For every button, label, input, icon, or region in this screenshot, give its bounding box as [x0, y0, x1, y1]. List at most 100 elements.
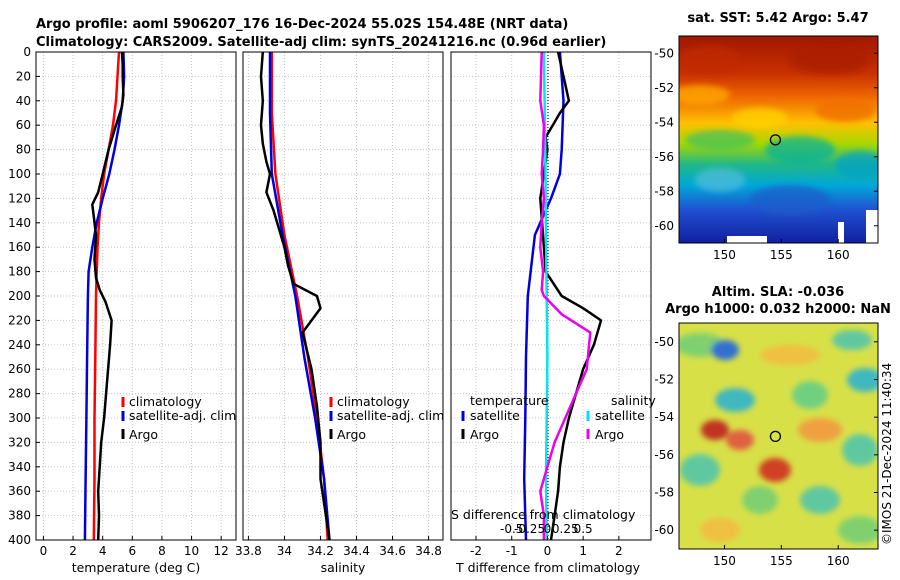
map-y-tick-label: -52 [654, 373, 674, 387]
series-line-t-argo [539, 52, 603, 540]
y-tick-label: 280 [8, 387, 31, 401]
legend-climatology-label: climatology [337, 394, 410, 409]
salinity-axes-frame [242, 51, 444, 541]
sst-map-ticks: 150 155 160 -50 -52 -54 -56 -58 -60 [654, 46, 878, 262]
legend-climatology-label: climatology [129, 394, 202, 409]
s-tick-label: 0 [544, 522, 552, 536]
series-line-t-satellite [522, 52, 565, 540]
x-tick-label: 12 [214, 544, 229, 558]
map-x-tick-label: 160 [827, 554, 850, 568]
x-tick-label: 2 [69, 544, 77, 558]
sla-map-ticks: 150 155 160 -50 -52 -54 -56 -58 -60 [654, 335, 878, 568]
map-y-tick-label: -58 [654, 486, 674, 500]
x-tick-label: 34.2 [307, 544, 334, 558]
y-tick-label: 40 [16, 94, 31, 108]
x-tick-label: -1 [506, 544, 518, 558]
legend-t-satellite-label: satellite [470, 408, 520, 423]
map-y-tick-label: -56 [654, 150, 674, 164]
salinity-lines [259, 52, 331, 540]
map-y-tick-label: -56 [654, 448, 674, 462]
x-tick-label: 34 [277, 544, 292, 558]
legend-argo-label: Argo [129, 427, 158, 442]
argo-location-marker [769, 430, 782, 443]
sst-field [679, 36, 878, 243]
sla-map-title-line2: Argo h1000: 0.032 h2000: NaN [665, 302, 891, 317]
x-tick-label: 1 [579, 544, 587, 558]
s-tick-label: -0.5 [500, 522, 523, 536]
series-line-climatology [92, 52, 121, 540]
y-tick-label: 60 [16, 118, 31, 132]
series-line-argo [259, 52, 331, 540]
map-y-tick-label: -50 [654, 46, 674, 60]
x-tick-label: 6 [128, 544, 136, 558]
map-x-tick-label: 155 [770, 554, 793, 568]
y-tick-label: 400 [8, 533, 31, 547]
sst-map-title: sat. SST: 5.42 Argo: 5.47 [687, 11, 868, 26]
difference-panel: -2 -1 0 1 2 T difference from climatology S … [450, 51, 656, 575]
x-tick-label: 8 [158, 544, 166, 558]
difference-legend: temperature satellite Argo salinity sate… [461, 393, 656, 442]
temperature-legend: climatology satellite-adj. clim Argo [121, 394, 236, 442]
map-y-tick-label: -54 [654, 115, 674, 129]
difference-lines [522, 52, 603, 540]
map-y-tick-label: -54 [654, 410, 674, 424]
sst-map-panel: sat. SST: 5.42 Argo: 5.47 150 155 160-50- [654, 11, 879, 262]
map-x-tick-label: 150 [713, 554, 736, 568]
legend-s-satellite-label: satellite [595, 408, 645, 423]
salinity-axis-ticks: 33.8 34 34.2 34.4 34.6 34.8 [235, 536, 442, 558]
y-tick-label: 20 [16, 69, 31, 83]
legend-salinity-title: salinity [611, 393, 656, 408]
s-difference-axis-label: S difference from climatology [451, 507, 636, 522]
y-tick-label: 260 [8, 362, 31, 376]
series-line-s-argo [539, 52, 592, 540]
sla-map-frame [678, 322, 879, 550]
map-x-tick-label: 160 [827, 248, 850, 262]
temperature-lines [83, 52, 126, 540]
map-y-tick-label: -60 [654, 219, 674, 233]
y-tick-label: 320 [8, 435, 31, 449]
legend-temperature-title: temperature [470, 393, 549, 408]
legend-argo-label: Argo [337, 427, 366, 442]
map-y-tick-label: -58 [654, 184, 674, 198]
y-tick-label: 160 [8, 240, 31, 254]
s-tick-label: 0.25 [552, 522, 579, 536]
sla-map-panel: Altim. SLA: -0.036 Argo h1000: 0.032 h20… [654, 285, 890, 568]
x-tick-label: 4 [99, 544, 107, 558]
y-tick-label: 340 [8, 460, 31, 474]
x-tick-label: 0 [40, 544, 48, 558]
salinity-panel: 33.8 34 34.2 34.4 34.6 34.8 salinity climatol… [235, 51, 444, 575]
y-tick-label: 0 [23, 45, 31, 59]
temperature-axis-label: temperature (deg C) [72, 560, 201, 575]
t-difference-axis-ticks: -2 -1 0 1 2 [470, 536, 623, 558]
figure-title-line1: Argo profile: aoml 5906207_176 16-Dec-20… [36, 17, 568, 32]
s-tick-label: -0.25 [514, 522, 545, 536]
y-tick-label: 100 [8, 167, 31, 181]
x-tick-label: 34.6 [379, 544, 406, 558]
temperature-panel: 0204060801001201401601802002202402602803… [8, 45, 237, 575]
s-difference-axis-ticks: -0.5-0.250 0.250.5 [500, 522, 593, 536]
difference-axes-frame [450, 51, 652, 541]
temperature-axis-ticks: 0 2 4 6 8 10 12 [40, 536, 229, 558]
argo-location-marker [769, 134, 782, 146]
x-tick-label: -2 [470, 544, 482, 558]
map-x-tick-label: 150 [713, 248, 736, 262]
legend-satellite-label: satellite-adj. clim [129, 408, 236, 423]
s-tick-label: 0.5 [574, 522, 593, 536]
y-tick-label: 200 [8, 289, 31, 303]
y-tick-label: 300 [8, 411, 31, 425]
y-tick-label: 140 [8, 216, 31, 230]
x-tick-label: 33.8 [235, 544, 262, 558]
x-tick-label: 34.4 [343, 544, 370, 558]
map-y-tick-label: -52 [654, 81, 674, 95]
x-tick-label: 34.8 [415, 544, 442, 558]
x-tick-label: 0 [544, 544, 552, 558]
salinity-axis-label: salinity [321, 560, 366, 575]
map-y-tick-label: -60 [654, 523, 674, 537]
map-x-tick-label: 155 [770, 248, 793, 262]
y-tick-label: 80 [16, 143, 31, 157]
y-tick-label: 360 [8, 484, 31, 498]
figure-title-line2: Climatology: CARS2009. Satellite-adj cli… [36, 35, 606, 50]
legend-satellite-label: satellite-adj. clim [337, 408, 444, 423]
imos-watermark: ©IMOS 21-Dec-2024 11:40:34 [880, 363, 894, 545]
